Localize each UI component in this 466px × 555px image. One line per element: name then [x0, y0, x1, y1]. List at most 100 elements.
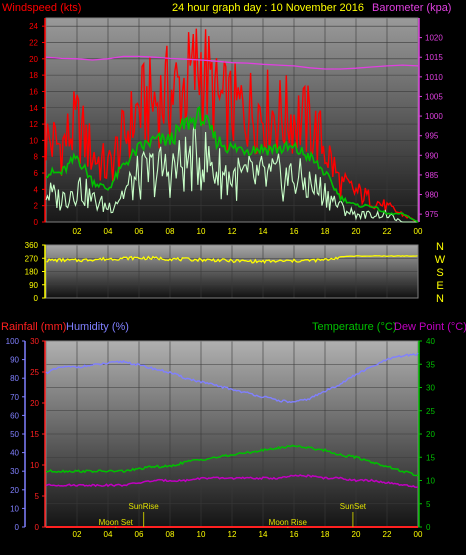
humidity-axis-title: Humidity (%)	[66, 321, 129, 333]
baro-right-tick-label: 1015	[425, 53, 443, 62]
rainfall-tick-label: 0	[35, 523, 40, 532]
humidity-tick-label: 90	[10, 356, 19, 365]
wind-x-tick-label: 10	[197, 227, 206, 236]
wind-x-tick-label: 22	[383, 227, 392, 236]
direction-series	[46, 255, 419, 265]
baro-right-tick-label: 995	[425, 132, 439, 141]
barometer-axis-title: Barometer (kpa)	[372, 2, 452, 14]
wind-left-tick-label: 10	[29, 136, 38, 145]
direction-plot-frame	[45, 244, 419, 299]
temperature-tick-label: 25	[426, 407, 435, 416]
temperature-tick-label: 0	[426, 523, 431, 532]
wind-left-tick-label: 8	[34, 153, 39, 162]
rainfall-tick-label: 10	[30, 461, 39, 470]
temperature-tick-label: 30	[426, 384, 435, 393]
humidity-series	[45, 352, 419, 404]
baro-right-tick-label: 1005	[425, 92, 443, 101]
wind-left-tick-label: 4	[34, 185, 39, 194]
wind-left-tick-label: 14	[29, 104, 38, 113]
barometer-series	[45, 55, 419, 70]
direction-compass-label: S	[436, 267, 443, 279]
humidity-tick-label: 80	[10, 374, 19, 383]
wind-x-tick-label: 14	[259, 227, 268, 236]
baro-right-tick-label: 1000	[425, 112, 443, 121]
climate-x-tick-label: 22	[383, 530, 392, 539]
direction-compass-label: N	[436, 293, 444, 305]
wind-left-tick-label: 20	[29, 55, 38, 64]
event-label: Moon Set	[99, 518, 134, 527]
rainfall-axis-title: Rainfall (mm)	[1, 321, 67, 333]
event-label: SunSet	[340, 502, 367, 511]
temperature-tick-label: 20	[426, 430, 435, 439]
baro-right-tick-label: 1020	[425, 34, 443, 43]
wind-left-tick-label: 0	[34, 218, 39, 227]
climate-panel: 0102030405060708090100051015202530051015…	[6, 337, 436, 539]
baro-right-tick-label: 1010	[425, 73, 443, 82]
wind-left-tick-label: 12	[29, 120, 38, 129]
rainfall-tick-label: 20	[30, 399, 39, 408]
windspeed-axis-title: Windspeed (kts)	[2, 2, 82, 14]
wind-average-series	[45, 105, 419, 223]
wind-left-tick-label: 2	[34, 202, 39, 211]
rainfall-tick-label: 30	[30, 337, 39, 346]
wind-x-tick-label: 02	[73, 227, 82, 236]
humidity-tick-label: 20	[10, 486, 19, 495]
humidity-tick-label: 70	[10, 393, 19, 402]
baro-right-tick-label: 975	[425, 210, 439, 219]
baro-right-tick-label: 980	[425, 191, 439, 200]
temperature-tick-label: 15	[426, 453, 435, 462]
wind-panel: 0246810121416182022249759809859909951000…	[29, 17, 443, 236]
wind-plot-frame	[45, 17, 419, 223]
wind-light-series	[45, 123, 418, 223]
wind-left-tick-label: 6	[34, 169, 39, 178]
climate-x-tick-label: 00	[414, 530, 423, 539]
direction-compass-label: E	[436, 280, 443, 292]
baro-right-tick-label: 990	[425, 151, 439, 160]
wind-gust-series	[45, 28, 419, 223]
dewpoint-series	[45, 474, 419, 489]
wind-left-tick-label: 24	[29, 22, 38, 31]
event-label: SunRise	[129, 502, 160, 511]
wind-left-tick-label: 16	[29, 87, 38, 96]
direction-left-tick-label: 0	[34, 294, 39, 303]
wind-x-tick-label: 00	[414, 227, 423, 236]
wind-x-tick-label: 18	[321, 227, 330, 236]
temperature-tick-label: 35	[426, 360, 435, 369]
rainfall-tick-label: 25	[30, 368, 39, 377]
humidity-tick-label: 40	[10, 449, 19, 458]
wind-left-tick-label: 18	[29, 71, 38, 80]
rainfall-tick-label: 15	[30, 430, 39, 439]
climate-x-tick-label: 16	[290, 530, 299, 539]
climate-x-tick-label: 10	[197, 530, 206, 539]
temperature-tick-label: 10	[426, 477, 435, 486]
wind-x-tick-label: 06	[135, 227, 144, 236]
wind-x-tick-label: 20	[352, 227, 361, 236]
climate-x-tick-label: 06	[135, 530, 144, 539]
climate-x-tick-label: 02	[73, 530, 82, 539]
graph-title: 24 hour graph day : 10 November 2016	[172, 2, 365, 14]
direction-compass-label: W	[435, 254, 446, 266]
humidity-tick-label: 0	[15, 523, 20, 532]
event-label: Moon Rise	[269, 518, 308, 527]
climate-x-tick-label: 08	[166, 530, 175, 539]
wind-left-tick-label: 22	[29, 38, 38, 47]
humidity-tick-label: 10	[10, 504, 19, 513]
wind-x-tick-label: 08	[166, 227, 175, 236]
temperature-tick-label: 40	[426, 337, 435, 346]
temperature-tick-label: 5	[426, 500, 431, 509]
climate-x-tick-label: 04	[104, 530, 113, 539]
wind-x-tick-label: 12	[228, 227, 237, 236]
direction-compass-label: N	[436, 241, 444, 253]
climate-x-tick-label: 12	[228, 530, 237, 539]
temperature-axis-title: Temperature (°C)	[312, 321, 397, 333]
rainfall-tick-label: 5	[35, 492, 40, 501]
climate-x-tick-label: 14	[259, 530, 268, 539]
direction-left-tick-label: 90	[29, 281, 38, 290]
direction-left-tick-label: 270	[25, 254, 39, 263]
climate-x-tick-label: 18	[321, 530, 330, 539]
climate-x-tick-label: 20	[352, 530, 361, 539]
direction-left-tick-label: 360	[25, 241, 39, 250]
humidity-tick-label: 100	[6, 337, 20, 346]
